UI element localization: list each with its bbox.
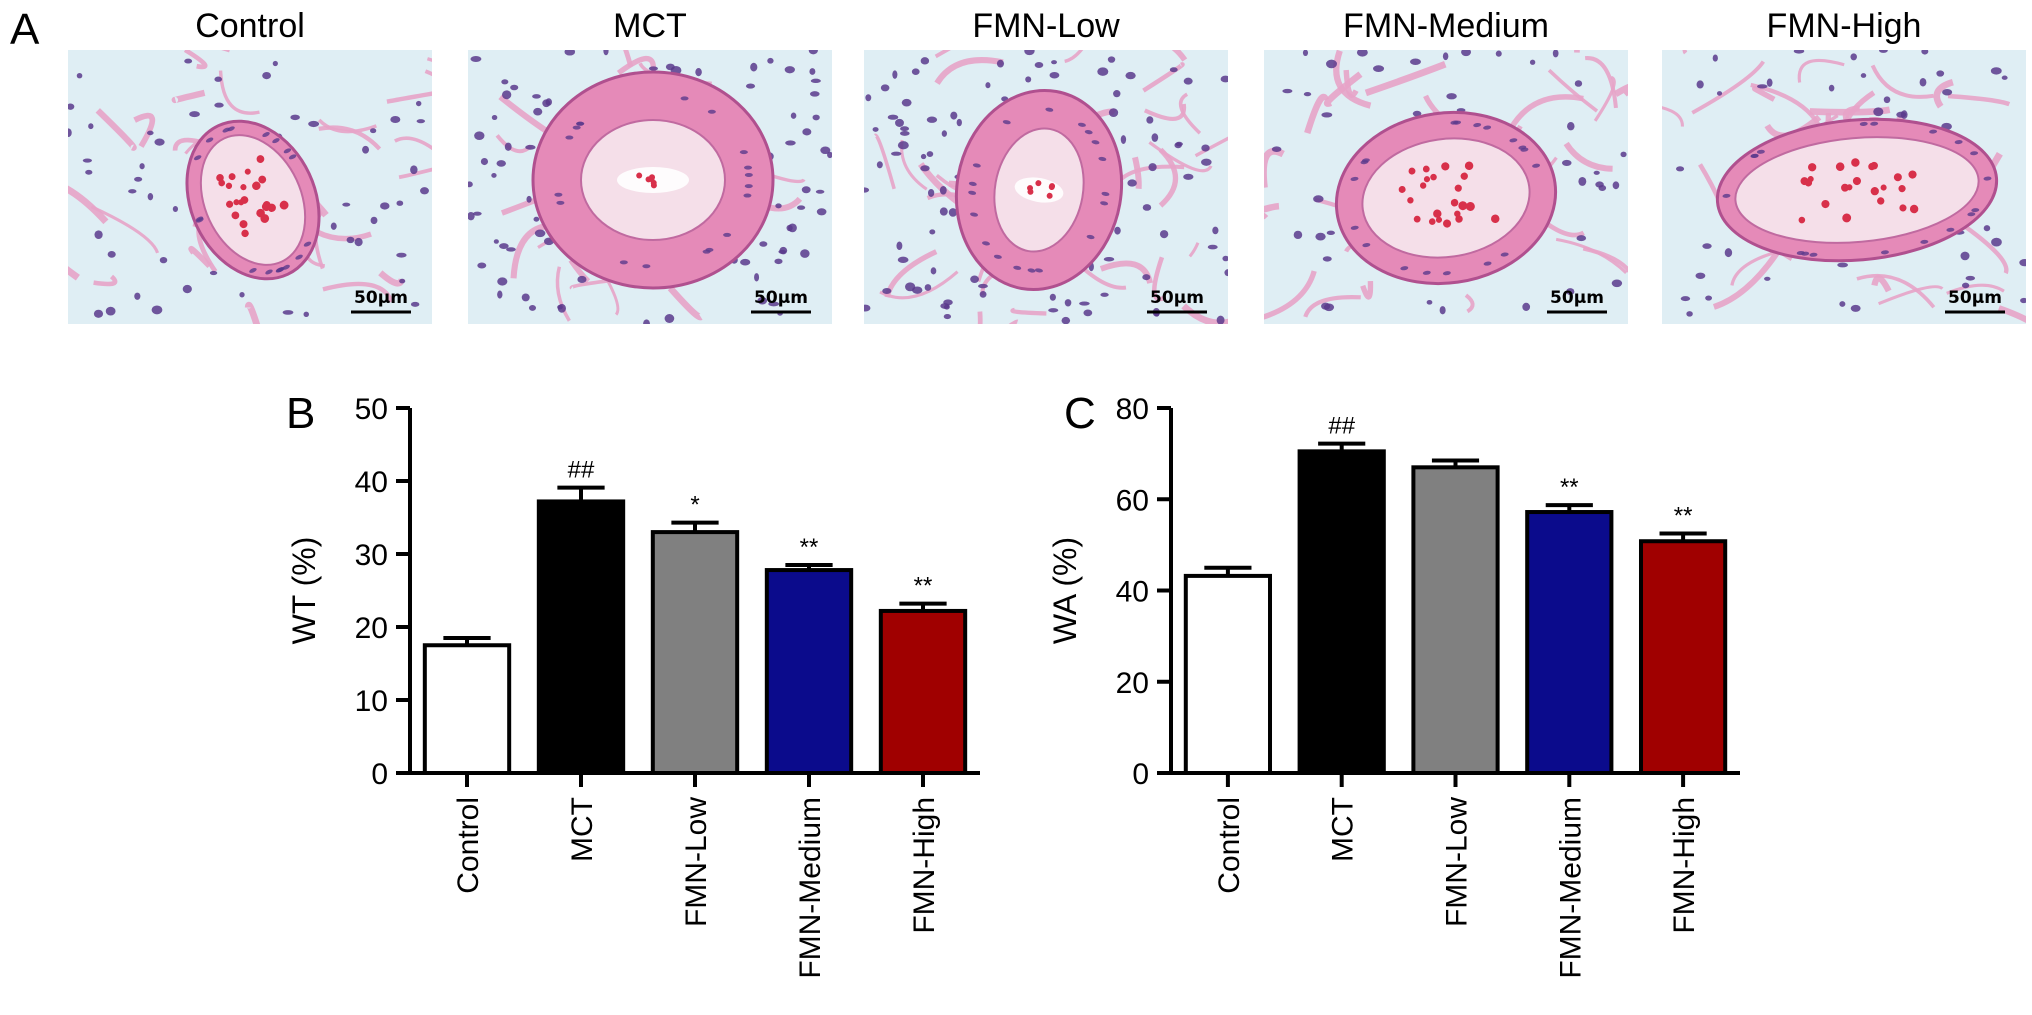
- scale-bar-label: 50μm: [1550, 288, 1604, 308]
- x-tick-label: MCT: [1327, 797, 1360, 862]
- y-tick-label: 30: [355, 539, 388, 572]
- bar: [1638, 539, 1728, 775]
- y-tick-label: 40: [355, 466, 388, 499]
- bar: [1297, 449, 1386, 775]
- panel-letter-c: C: [1064, 389, 1096, 438]
- significance-label: **: [1674, 502, 1693, 529]
- micrograph-image: 50μm: [1662, 50, 2026, 324]
- x-tick-label: FMN-Medium: [1554, 797, 1587, 979]
- significance-label: **: [1560, 474, 1579, 501]
- panel-letter-b: B: [286, 389, 316, 438]
- micrograph-title-fmn-high: FMN-High: [1766, 7, 1922, 45]
- x-tick-label: FMN-Low: [1441, 797, 1474, 927]
- bar: [1183, 573, 1273, 776]
- bar-chart-b: 0 10 20 30 40 50 WT (%) Control MCT ## FMN-Low * FMN…: [286, 393, 980, 979]
- bar: [650, 530, 740, 775]
- y-tick-label: 10: [355, 685, 388, 718]
- significance-label: *: [690, 492, 699, 519]
- micrograph-title-fmn-medium: FMN-Medium: [1343, 7, 1549, 45]
- micrograph-fmn-high: 50μm: [1662, 50, 2026, 324]
- scale-bar-label: 50μm: [1948, 288, 2002, 308]
- scale-bar: 50μm: [351, 288, 411, 314]
- x-tick-label: FMN-Low: [680, 797, 713, 927]
- scale-bar: 50μm: [1547, 288, 1607, 314]
- scale-bar: 50μm: [751, 288, 811, 314]
- micrograph-image: 50μm: [1264, 50, 1628, 324]
- x-tick-label: FMN-High: [1668, 797, 1701, 934]
- scale-bar-label: 50μm: [754, 288, 808, 308]
- y-tick-label: 20: [355, 612, 388, 645]
- bar: [764, 568, 854, 775]
- panel-letter-a: A: [10, 5, 40, 54]
- y-axis-label: WA (%): [1047, 537, 1083, 644]
- significance-label: **: [914, 573, 933, 600]
- bar-chart-c: 0 20 40 60 80 WA (%) Control MCT ## FMN-Low FMN-Me…: [1047, 393, 1740, 979]
- bar: [422, 643, 512, 775]
- micrograph-title-fmn-low: FMN-Low: [972, 7, 1120, 45]
- micrograph-image: 50μm: [864, 50, 1228, 324]
- y-tick-label: 0: [1132, 758, 1149, 791]
- significance-label: ##: [568, 457, 595, 484]
- x-tick-label: Control: [452, 797, 485, 894]
- micrograph-mct: 50μm: [468, 50, 832, 324]
- bar: [536, 499, 626, 775]
- micrograph-fmn-low: 50μm: [864, 50, 1228, 324]
- scale-bar-label: 50μm: [354, 288, 408, 308]
- scale-bar-label: 50μm: [1150, 288, 1204, 308]
- significance-label: ##: [1328, 413, 1355, 440]
- micrograph-title-control: Control: [195, 7, 305, 45]
- y-tick-label: 80: [1116, 393, 1149, 426]
- x-tick-label: FMN-Medium: [794, 797, 827, 979]
- x-tick-label: FMN-High: [908, 797, 941, 934]
- y-tick-label: 0: [371, 758, 388, 791]
- micrograph-image: 50μm: [68, 50, 432, 324]
- y-tick-label: 20: [1116, 667, 1149, 700]
- bar: [1411, 465, 1500, 775]
- bar: [878, 608, 968, 775]
- significance-label: **: [800, 534, 819, 561]
- micrograph-image: 50μm: [468, 50, 832, 324]
- bar: [1525, 510, 1614, 776]
- y-tick-label: 40: [1116, 576, 1149, 609]
- x-tick-label: Control: [1213, 797, 1246, 894]
- y-axis-label: WT (%): [286, 537, 322, 645]
- x-tick-label: MCT: [566, 797, 599, 862]
- y-tick-label: 60: [1116, 484, 1149, 517]
- micrograph-title-mct: MCT: [613, 7, 687, 45]
- micrograph-fmn-medium: 50μm: [1264, 50, 1628, 324]
- micrograph-control: 50μm: [68, 50, 432, 324]
- y-tick-label: 50: [355, 393, 388, 426]
- scale-bar: 50μm: [1147, 288, 1207, 314]
- scale-bar: 50μm: [1945, 288, 2005, 314]
